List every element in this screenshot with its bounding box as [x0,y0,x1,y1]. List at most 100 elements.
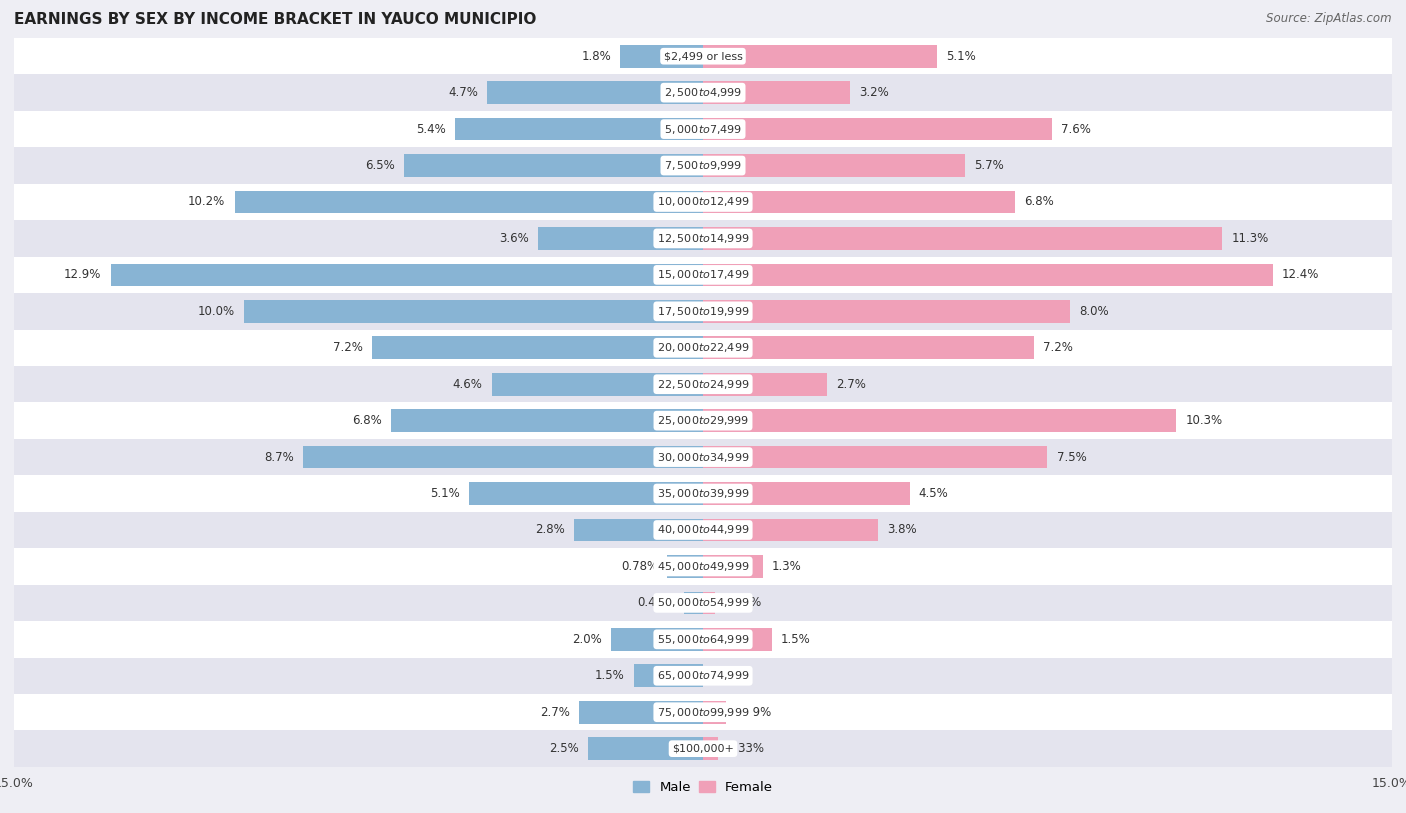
Bar [14,730,1392,767]
Text: 5.4%: 5.4% [416,123,446,136]
Text: $65,000 to $74,999: $65,000 to $74,999 [657,669,749,682]
Text: $20,000 to $22,499: $20,000 to $22,499 [657,341,749,354]
Bar [703,737,718,760]
Text: $7,500 to $9,999: $7,500 to $9,999 [664,159,742,172]
Bar [456,118,703,141]
Bar [14,585,1392,621]
Text: $22,500 to $24,999: $22,500 to $24,999 [657,378,749,391]
Bar [14,621,1392,658]
Text: 10.3%: 10.3% [1185,414,1222,427]
Text: 4.5%: 4.5% [920,487,949,500]
Text: 4.6%: 4.6% [453,378,482,391]
Text: $15,000 to $17,499: $15,000 to $17,499 [657,268,749,281]
Text: $75,000 to $99,999: $75,000 to $99,999 [657,706,749,719]
Text: 7.6%: 7.6% [1062,123,1091,136]
Bar [14,694,1392,730]
Bar [14,476,1392,511]
Text: 7.2%: 7.2% [1043,341,1073,354]
Bar [668,555,703,578]
Text: 4.7%: 4.7% [449,86,478,99]
Bar [703,482,910,505]
Bar [405,154,703,177]
Text: 7.2%: 7.2% [333,341,363,354]
Bar [14,402,1392,439]
Text: 8.7%: 8.7% [264,450,294,463]
Bar [703,373,827,395]
Text: 5.1%: 5.1% [946,50,976,63]
Text: 0.33%: 0.33% [727,742,765,755]
Bar [14,147,1392,184]
Text: $55,000 to $64,999: $55,000 to $64,999 [657,633,749,646]
Bar [612,628,703,650]
Bar [703,300,1070,323]
Bar [14,329,1392,366]
Bar [703,701,725,724]
Bar [14,511,1392,548]
Text: $40,000 to $44,999: $40,000 to $44,999 [657,524,749,537]
Bar [703,555,762,578]
Text: $10,000 to $12,499: $10,000 to $12,499 [657,195,749,208]
Text: 3.2%: 3.2% [859,86,889,99]
Text: $5,000 to $7,499: $5,000 to $7,499 [664,123,742,136]
Text: $50,000 to $54,999: $50,000 to $54,999 [657,597,749,610]
Bar [14,548,1392,585]
Bar [703,337,1033,359]
Legend: Male, Female: Male, Female [627,776,779,799]
Text: 6.8%: 6.8% [352,414,381,427]
Bar [492,373,703,395]
Bar [703,227,1222,250]
Text: 0.0%: 0.0% [713,669,742,682]
Bar [588,737,703,760]
Text: 0.42%: 0.42% [637,597,675,610]
Text: EARNINGS BY SEX BY INCOME BRACKET IN YAUCO MUNICIPIO: EARNINGS BY SEX BY INCOME BRACKET IN YAU… [14,12,537,27]
Bar [486,81,703,104]
Bar [634,664,703,687]
Text: 6.8%: 6.8% [1025,195,1054,208]
Text: 1.5%: 1.5% [595,669,624,682]
Text: 0.49%: 0.49% [735,706,772,719]
Text: $100,000+: $100,000+ [672,744,734,754]
Bar [14,257,1392,293]
Bar [14,111,1392,147]
Text: 12.9%: 12.9% [63,268,101,281]
Text: 1.3%: 1.3% [772,560,801,573]
Bar [14,184,1392,220]
Bar [703,191,1015,213]
Text: $45,000 to $49,999: $45,000 to $49,999 [657,560,749,573]
Text: $2,500 to $4,999: $2,500 to $4,999 [664,86,742,99]
Text: 2.0%: 2.0% [572,633,602,646]
Text: 8.0%: 8.0% [1080,305,1109,318]
Text: $30,000 to $34,999: $30,000 to $34,999 [657,450,749,463]
Bar [14,38,1392,75]
Bar [703,45,938,67]
Bar [14,439,1392,476]
Bar [703,628,772,650]
Bar [703,519,877,541]
Bar [111,263,703,286]
Bar [703,154,965,177]
Text: $2,499 or less: $2,499 or less [664,51,742,61]
Bar [14,658,1392,694]
Text: 7.5%: 7.5% [1057,450,1087,463]
Text: 1.8%: 1.8% [582,50,612,63]
Bar [703,410,1175,432]
Text: 11.3%: 11.3% [1232,232,1268,245]
Text: $25,000 to $29,999: $25,000 to $29,999 [657,414,749,427]
Bar [703,81,851,104]
Bar [304,446,703,468]
Bar [14,366,1392,402]
Bar [703,592,716,614]
Bar [703,118,1052,141]
Bar [683,592,703,614]
Text: 0.27%: 0.27% [724,597,762,610]
Text: 10.0%: 10.0% [197,305,235,318]
Text: 6.5%: 6.5% [366,159,395,172]
Bar [14,75,1392,111]
Text: 5.1%: 5.1% [430,487,460,500]
Bar [468,482,703,505]
Text: 3.6%: 3.6% [499,232,529,245]
Bar [243,300,703,323]
Text: 2.5%: 2.5% [550,742,579,755]
Text: 2.7%: 2.7% [540,706,569,719]
Bar [235,191,703,213]
